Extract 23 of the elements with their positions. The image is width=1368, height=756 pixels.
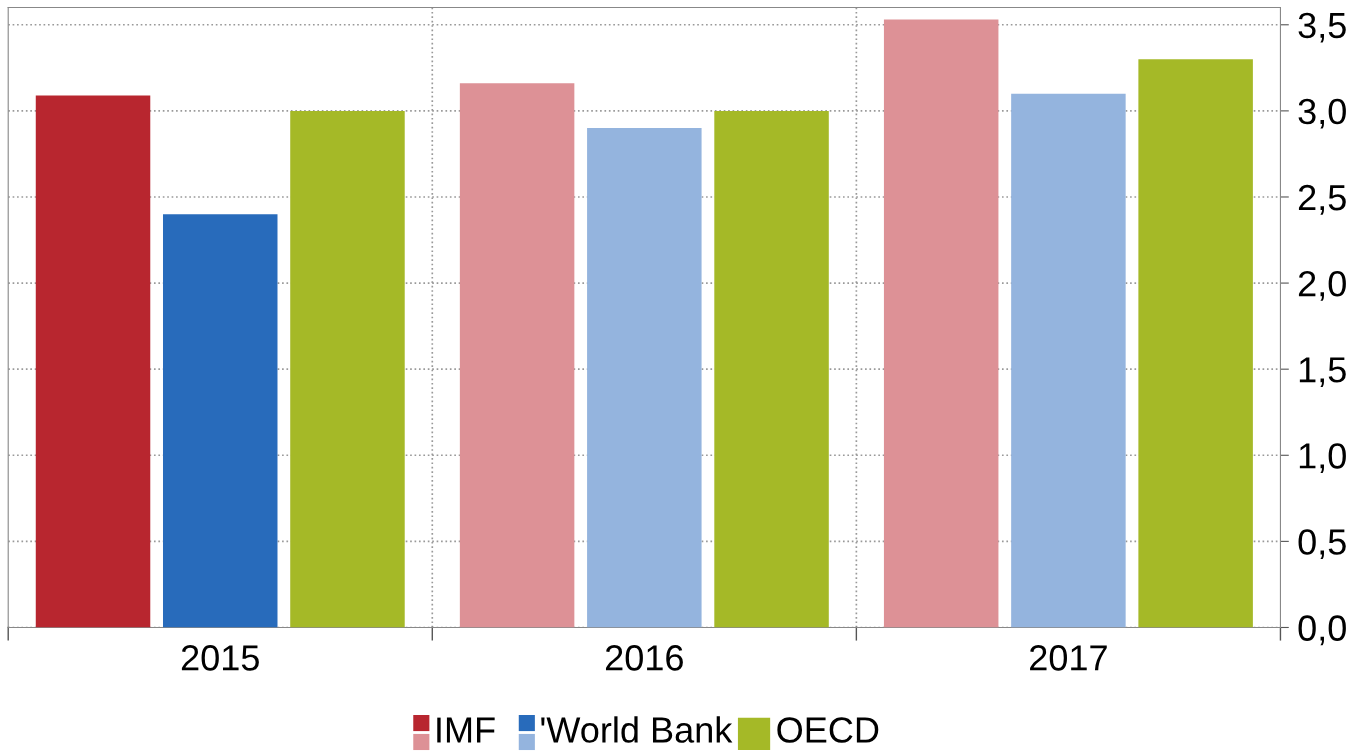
x-tick-label: 2017: [1030, 645, 1107, 671]
y-tick-label: 3,0: [1298, 98, 1346, 129]
bar: [163, 214, 278, 628]
x-tick-label: 2015: [181, 645, 259, 671]
legend-label: IMF: [437, 717, 495, 743]
y-tick-label: 0,0: [1298, 615, 1346, 646]
bar: [1011, 93, 1126, 628]
y-tick-label: 2,0: [1298, 270, 1346, 301]
y-tick-label: 0,5: [1298, 529, 1346, 560]
y-tick-label: 2,5: [1298, 184, 1346, 215]
bar: [459, 83, 575, 628]
bar: [883, 19, 999, 628]
y-tick-label: 3,5: [1298, 12, 1346, 43]
legend-label: 'World Bank: [541, 716, 733, 743]
bar: [290, 110, 405, 628]
bar: [714, 110, 829, 628]
legend-label: OECD: [777, 717, 879, 743]
bar: [35, 95, 151, 628]
y-tick-label: 1,0: [1299, 443, 1346, 473]
x-tick-label: 2016: [605, 645, 683, 671]
bar: [587, 128, 702, 628]
y-tick-label: 1,5: [1299, 357, 1346, 387]
bar: [1138, 59, 1253, 628]
